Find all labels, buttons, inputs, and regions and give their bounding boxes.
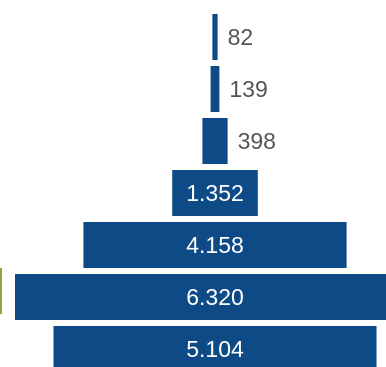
funnel-value-label: 82 [228, 24, 254, 50]
funnel-bar [83, 222, 347, 268]
funnel-bar [15, 274, 386, 320]
funnel-value-label: 398 [238, 128, 276, 154]
funnel-value-label: 1.352 [186, 180, 244, 206]
funnel-bar [210, 66, 220, 112]
funnel-value-label: 6.320 [186, 284, 244, 310]
funnel-bar [53, 326, 377, 367]
funnel-bar [172, 170, 258, 216]
funnel-value-label: 5.104 [186, 336, 244, 362]
funnel-bar [202, 118, 228, 164]
funnel-labels: 82 139 398 1.352 4.158 6.320 5.104 [186, 24, 276, 362]
funnel-value-label: 4.158 [186, 232, 244, 258]
funnel-value-label: 139 [229, 76, 267, 102]
funnel-bar [212, 14, 218, 60]
funnel-bars [15, 14, 386, 367]
edge-accent-mark [0, 268, 2, 314]
